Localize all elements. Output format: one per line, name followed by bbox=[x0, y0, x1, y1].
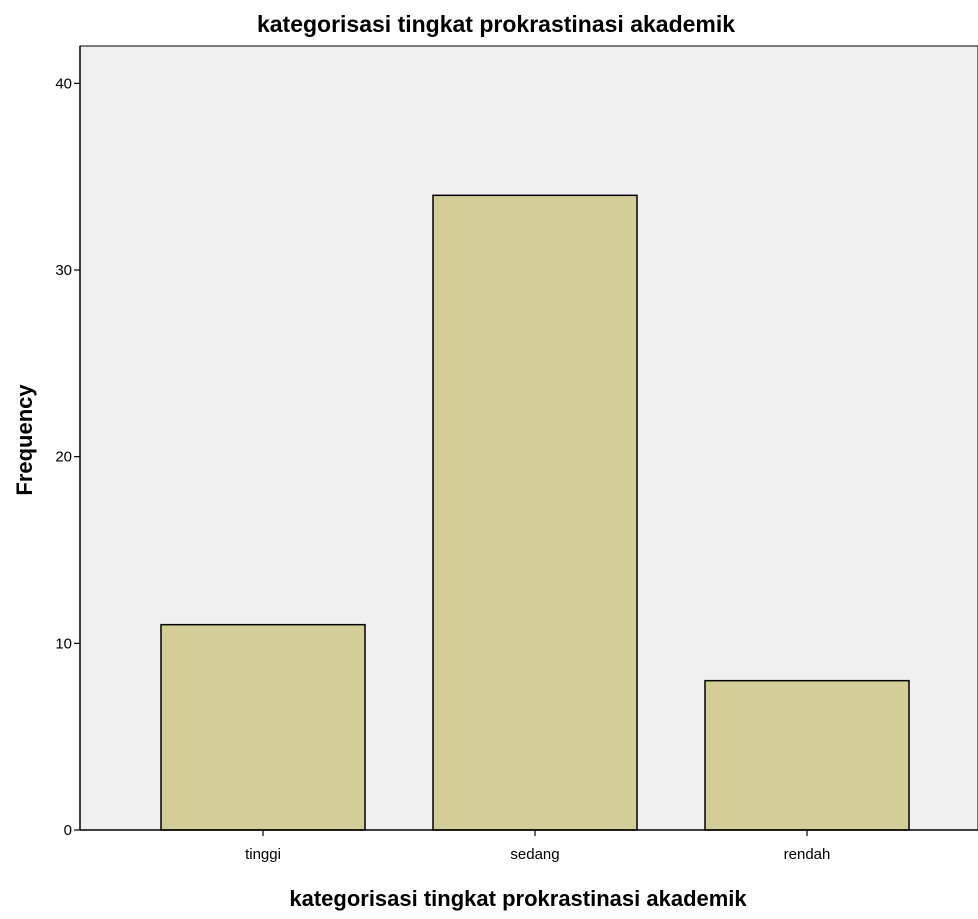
chart-title: kategorisasi tingkat prokrastinasi akade… bbox=[257, 11, 735, 37]
bar-rendah bbox=[704, 679, 910, 831]
bar-tinggi bbox=[160, 623, 366, 831]
bar-sedang bbox=[432, 194, 638, 831]
y-tick-label: 40 bbox=[55, 75, 72, 92]
x-tick-label-rendah: rendah bbox=[784, 846, 831, 863]
x-tick-label-sedang: sedang bbox=[510, 846, 559, 863]
y-axis: 0 10 20 30 40 bbox=[55, 46, 81, 839]
x-axis: tinggi sedang rendah bbox=[80, 829, 978, 863]
x-tick-label-tinggi: tinggi bbox=[245, 846, 281, 863]
y-axis-label: Frequency bbox=[12, 384, 37, 496]
x-axis-label: kategorisasi tingkat prokrastinasi akade… bbox=[289, 886, 747, 911]
y-tick-label: 20 bbox=[55, 449, 72, 466]
y-tick-label: 30 bbox=[55, 262, 72, 279]
y-tick-label: 0 bbox=[64, 822, 72, 839]
y-tick-label: 10 bbox=[55, 635, 72, 652]
